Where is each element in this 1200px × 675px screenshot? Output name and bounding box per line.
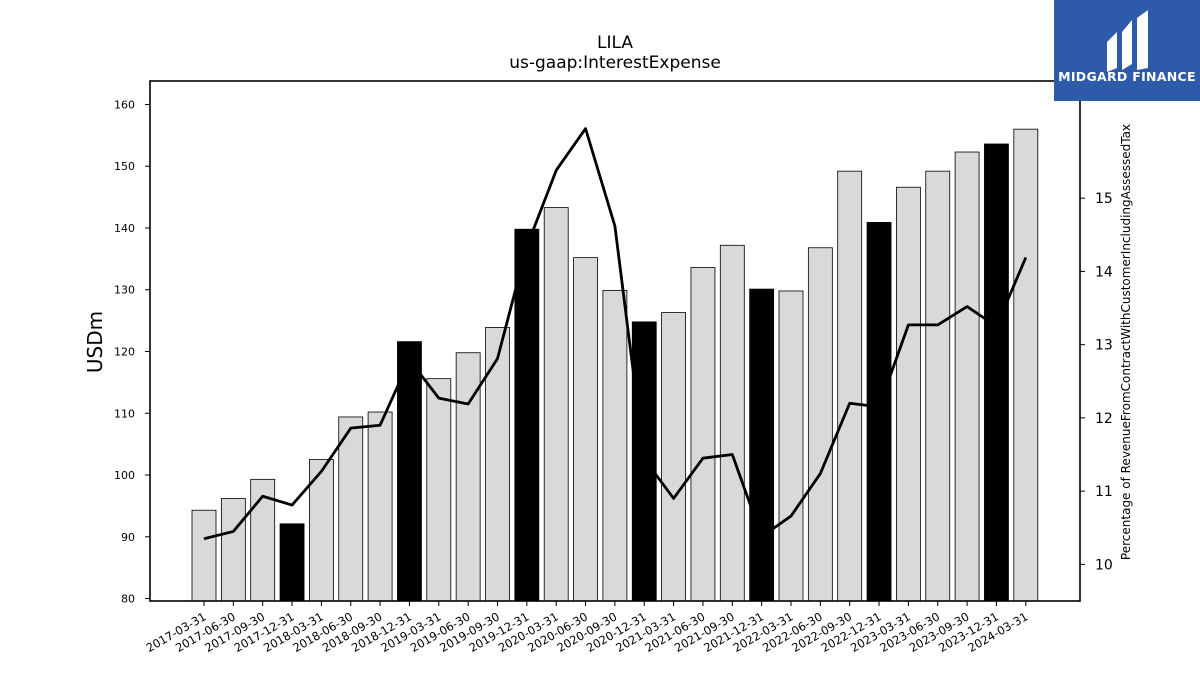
bar (749, 288, 775, 602)
bar (485, 327, 510, 602)
y-tick-label: 110 (114, 407, 135, 420)
chart-subtitle: us-gaap:InterestExpense (509, 53, 721, 73)
bar (220, 498, 246, 602)
y2-tick-label: 14 (1095, 264, 1113, 280)
logo-text: MIDGARD FINANCE (1058, 69, 1196, 84)
y-tick-label: 150 (114, 160, 135, 173)
bar (984, 143, 1009, 602)
y-tick-label: 140 (114, 222, 135, 235)
bar (837, 170, 863, 602)
y-tick-label: 80 (121, 593, 135, 606)
bar (338, 416, 364, 602)
bar (1013, 128, 1039, 602)
y2-tick-label: 13 (1095, 338, 1113, 354)
bar (367, 411, 393, 602)
y2-tick-label: 11 (1095, 484, 1113, 500)
y-tick-label: 120 (114, 345, 135, 358)
bar (279, 523, 305, 602)
bar (573, 257, 598, 602)
bar (954, 151, 980, 602)
bar (719, 244, 745, 602)
y-tick-label: 160 (114, 98, 135, 111)
bar (866, 222, 892, 602)
bar (807, 247, 833, 602)
y-axis-label: USDm (83, 311, 107, 373)
chart-title: LILA (597, 33, 633, 53)
bar (308, 459, 334, 602)
bar (896, 186, 921, 602)
y-tick-label: 100 (114, 469, 135, 482)
y-tick-label: 90 (121, 531, 135, 544)
bar (661, 312, 686, 602)
bar (631, 321, 657, 602)
series-line (203, 127, 1028, 541)
y-tick-label: 130 (114, 284, 135, 297)
bar (602, 289, 628, 602)
midgard-finance-logo: MIDGARD FINANCE (1054, 0, 1200, 101)
bar (778, 290, 804, 602)
bar (543, 207, 569, 602)
y2-tick-label: 10 (1095, 557, 1113, 573)
bar (426, 378, 452, 602)
bar (191, 509, 217, 602)
logo-mark-icon (1107, 10, 1148, 72)
y2-axis-label: Percentage of RevenueFromContractWithCus… (1119, 124, 1133, 560)
y2-tick-label: 12 (1095, 411, 1113, 427)
bar (514, 228, 540, 602)
y2-tick-label: 15 (1095, 191, 1113, 207)
bar (925, 170, 951, 602)
bar (397, 341, 422, 602)
bar (690, 267, 716, 602)
